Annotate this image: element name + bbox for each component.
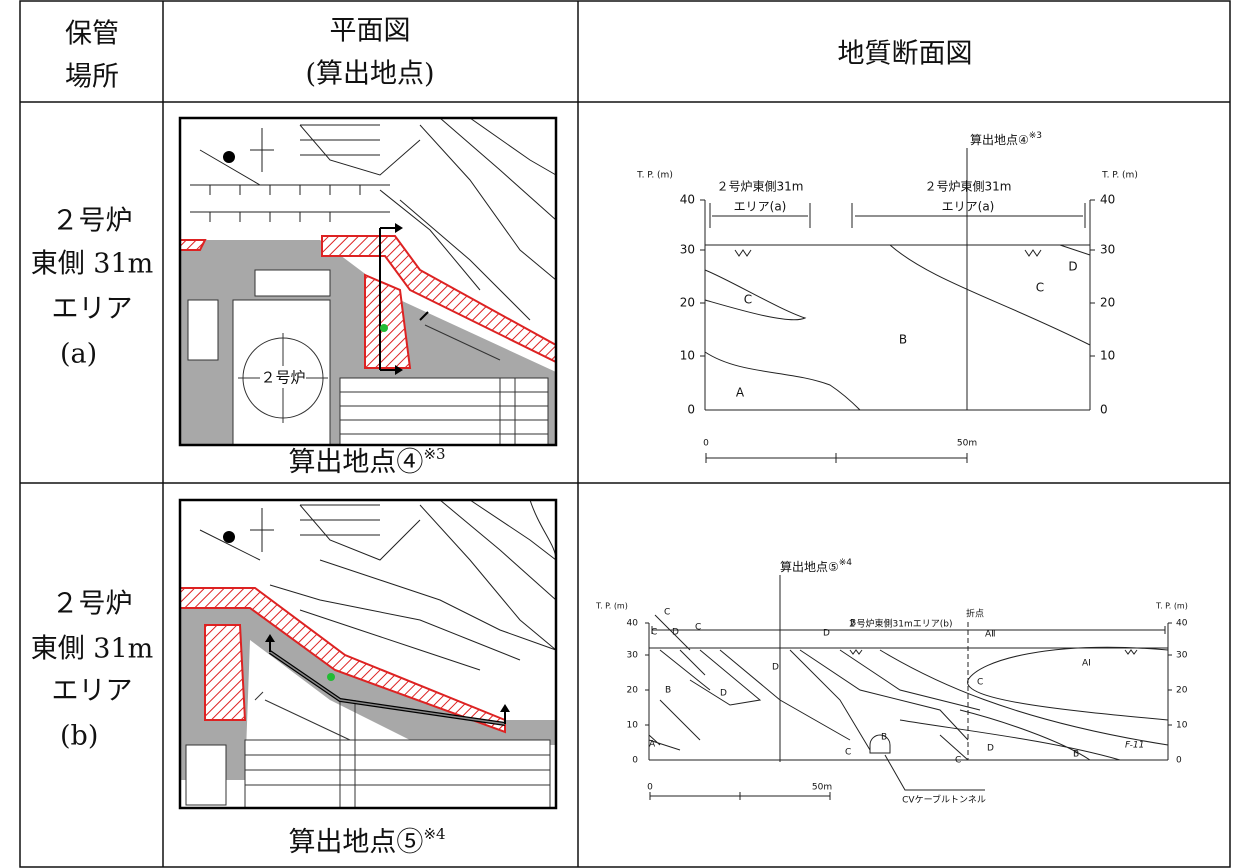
zone-label: D bbox=[672, 628, 679, 638]
reactor-label: ２号炉 bbox=[260, 369, 305, 387]
zone-label: B bbox=[881, 733, 887, 743]
axis-label: T. P. (m) bbox=[1101, 171, 1138, 181]
caption-note: ※4 bbox=[423, 825, 445, 843]
tick-label: 20 bbox=[680, 296, 695, 310]
zone-label: C bbox=[977, 678, 983, 688]
storage-label: エリア bbox=[52, 676, 133, 707]
fault-label: F-11 bbox=[1125, 741, 1144, 751]
area-label: エリア(a) bbox=[734, 200, 787, 214]
storage-label: ２号炉 bbox=[52, 589, 133, 620]
zone-label: AⅡ bbox=[985, 630, 996, 640]
tick-label: 20 bbox=[627, 686, 639, 696]
table-grid bbox=[19, 0, 1231, 868]
header-storage: 場所 bbox=[65, 62, 119, 93]
tick-label: 30 bbox=[1100, 243, 1115, 257]
storage-label: (a) bbox=[60, 339, 97, 370]
section-drawing bbox=[645, 575, 1172, 800]
tick-label: 10 bbox=[680, 349, 695, 363]
zone-label: D bbox=[823, 629, 830, 639]
plan-caption: 算出地点④※3 bbox=[288, 445, 445, 478]
plan-map bbox=[178, 498, 558, 810]
tick-label: 10 bbox=[1176, 721, 1188, 731]
area-label: エリア(a) bbox=[942, 200, 995, 214]
zone-label: B bbox=[850, 619, 856, 629]
caption-text: 算出地点④ bbox=[288, 447, 423, 478]
zone-label: B bbox=[1073, 750, 1079, 760]
caption-note: ※3 bbox=[423, 445, 445, 463]
storage-label: 東側 31m bbox=[31, 249, 154, 280]
scale-label: 50m bbox=[812, 783, 832, 793]
header-section: 地質断面図 bbox=[838, 39, 973, 70]
tick-label: 0 bbox=[687, 403, 695, 417]
point-text: 算出地点④ bbox=[970, 132, 1029, 147]
caption-text: 算出地点⑤ bbox=[288, 827, 423, 858]
zone-label: C bbox=[695, 623, 701, 633]
point-note: ※3 bbox=[1029, 131, 1042, 141]
tick-label: 40 bbox=[627, 619, 639, 629]
storage-label: (b) bbox=[60, 721, 98, 752]
zone-label: D bbox=[1068, 260, 1077, 274]
storage-label: 東側 31m bbox=[31, 634, 154, 665]
point-text: 算出地点⑤ bbox=[780, 559, 839, 574]
header-plan: 平面図 bbox=[330, 16, 411, 47]
tunnel-label: CVケーブルトンネル bbox=[902, 794, 986, 806]
plan-caption: 算出地点⑤※4 bbox=[288, 825, 445, 858]
axis-label: T. P. (m) bbox=[1155, 602, 1188, 611]
storage-label: ２号炉 bbox=[52, 206, 133, 237]
point-label: 算出地点⑤※4 bbox=[780, 558, 852, 574]
scale-label: 0 bbox=[703, 439, 709, 449]
point-label: 算出地点④※3 bbox=[970, 131, 1042, 147]
header-storage: 保管 bbox=[65, 19, 119, 50]
zone-label: C bbox=[651, 628, 657, 638]
zone-label: C bbox=[744, 293, 752, 307]
zone-label: D bbox=[987, 744, 994, 754]
area-label: ２号炉東側31mエリア(b) bbox=[848, 618, 953, 630]
tick-label: 40 bbox=[1100, 193, 1115, 207]
tick-label: 40 bbox=[1176, 619, 1188, 629]
zone-label: D bbox=[772, 663, 779, 673]
storage-label: エリア bbox=[52, 294, 133, 325]
zone-label: AⅠ bbox=[1082, 659, 1091, 669]
scale-label: 50m bbox=[957, 439, 977, 449]
tick-label: 0 bbox=[1100, 403, 1108, 417]
tick-label: 30 bbox=[680, 243, 695, 257]
tick-label: 10 bbox=[627, 721, 639, 731]
zone-label: C bbox=[664, 608, 670, 618]
zone-label: C bbox=[955, 756, 961, 766]
zone-label: A bbox=[736, 386, 745, 400]
tick-label: 30 bbox=[1176, 651, 1188, 661]
tick-label: 0 bbox=[632, 756, 638, 766]
tick-label: 20 bbox=[1176, 686, 1188, 696]
area-label: ２号炉東側31m bbox=[925, 180, 1012, 194]
tick-label: 10 bbox=[1100, 349, 1115, 363]
tick-label: 40 bbox=[680, 193, 695, 207]
tick-label: 20 bbox=[1100, 296, 1115, 310]
zone-label: A bbox=[649, 740, 656, 750]
zone-label: D bbox=[720, 689, 727, 699]
scale-label: 0 bbox=[647, 783, 653, 793]
tick-label: 30 bbox=[627, 651, 639, 661]
plan-map bbox=[178, 116, 558, 447]
bend-label: 折点 bbox=[966, 608, 984, 620]
zone-label: C bbox=[1036, 281, 1044, 295]
point-note: ※4 bbox=[839, 558, 853, 568]
section-drawing bbox=[700, 148, 1095, 463]
axis-label: T. P. (m) bbox=[595, 602, 628, 611]
area-label: ２号炉東側31m bbox=[717, 180, 804, 194]
header-plan: (算出地点) bbox=[305, 59, 434, 90]
zone-label: C bbox=[845, 748, 851, 758]
zone-label: B bbox=[665, 686, 671, 696]
tick-label: 0 bbox=[1176, 756, 1182, 766]
axis-label: T. P. (m) bbox=[636, 171, 673, 181]
zone-label: B bbox=[899, 333, 907, 347]
